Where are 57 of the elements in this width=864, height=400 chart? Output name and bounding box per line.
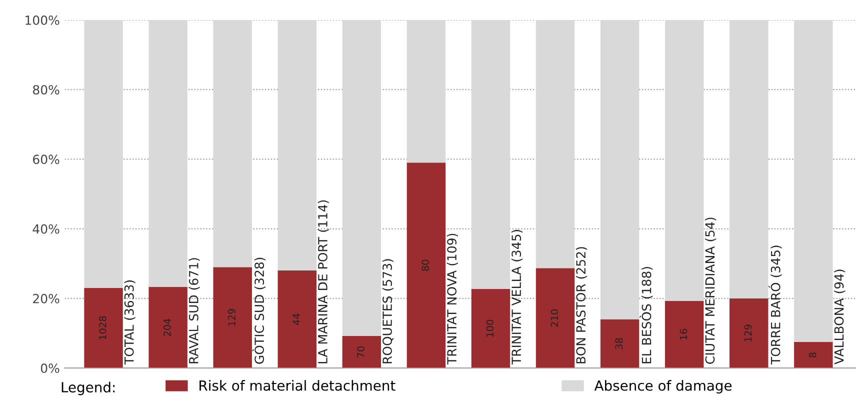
bar: [406, 20, 446, 163]
bar: [406, 162, 446, 368]
annotation: 100: [486, 320, 494, 337]
x-tick-label: CIUTAT MERIDIANA (54): [705, 218, 716, 364]
x-tick-label: TRINITAT NOVA (109): [446, 234, 458, 365]
y-tick-label: 0%: [40, 363, 60, 373]
bar: [471, 289, 510, 368]
bar: [794, 342, 833, 368]
x-tick-label: TORRE BARÓ (345): [768, 246, 782, 365]
bar: [600, 20, 640, 320]
bar: [342, 20, 382, 336]
bar: [148, 286, 188, 368]
bar: [278, 20, 316, 271]
bar: [664, 300, 704, 368]
y-tick-label: 100%: [26, 15, 60, 25]
x-tick-label: GÒTIC SUD (328): [252, 258, 266, 364]
annotation: 129: [744, 324, 752, 342]
x-tick-label: ROQUETES (573): [382, 259, 394, 364]
x-tick-label: VALLBONA (94): [834, 270, 846, 364]
x-tick-label: RAVAL SUD (671): [188, 258, 200, 364]
legend-title: Legend:: [62, 382, 115, 396]
x-tick-label: TRINITAT VELLA (345): [511, 230, 523, 365]
x-tick-label: TOTAL (3633): [124, 280, 136, 365]
annotation: 16: [680, 328, 688, 340]
bar: [84, 20, 123, 288]
annotation: 80: [422, 260, 430, 271]
bar: [536, 20, 575, 268]
annotation: 1028: [98, 316, 106, 340]
y-tick-label: 80%: [33, 85, 60, 95]
annotation: 44: [292, 314, 300, 325]
bar: [342, 336, 382, 368]
bar: [84, 288, 123, 368]
bar: [536, 268, 575, 368]
x-tick-label: EL BESÒS (188): [640, 266, 653, 364]
bar: [278, 270, 316, 368]
annotation: 210: [550, 309, 558, 327]
bar: [794, 20, 833, 342]
annotation: 204: [164, 318, 171, 336]
annotation: 70: [357, 346, 364, 358]
bar: [148, 20, 188, 287]
y-tick-label: 60%: [33, 154, 60, 164]
x-tick-label: LA MARINA DE PORT (114): [318, 200, 329, 364]
annotation: 38: [615, 338, 623, 350]
legend-label: Risk of material detachment: [200, 380, 396, 391]
bar: [664, 20, 704, 301]
annotation: 8: [808, 352, 816, 358]
y-tick-label: 20%: [33, 294, 60, 304]
annotation: 129: [228, 308, 236, 326]
bar: [213, 267, 252, 368]
bar: [730, 298, 768, 368]
x-tick-label: BON PASTOR (252): [576, 247, 588, 364]
bar: [730, 20, 768, 298]
bar: [213, 20, 252, 268]
bar: [471, 20, 510, 290]
bar: [600, 319, 640, 368]
y-tick-label: 40%: [32, 224, 60, 234]
legend-label: Absence of damage: [594, 380, 732, 394]
